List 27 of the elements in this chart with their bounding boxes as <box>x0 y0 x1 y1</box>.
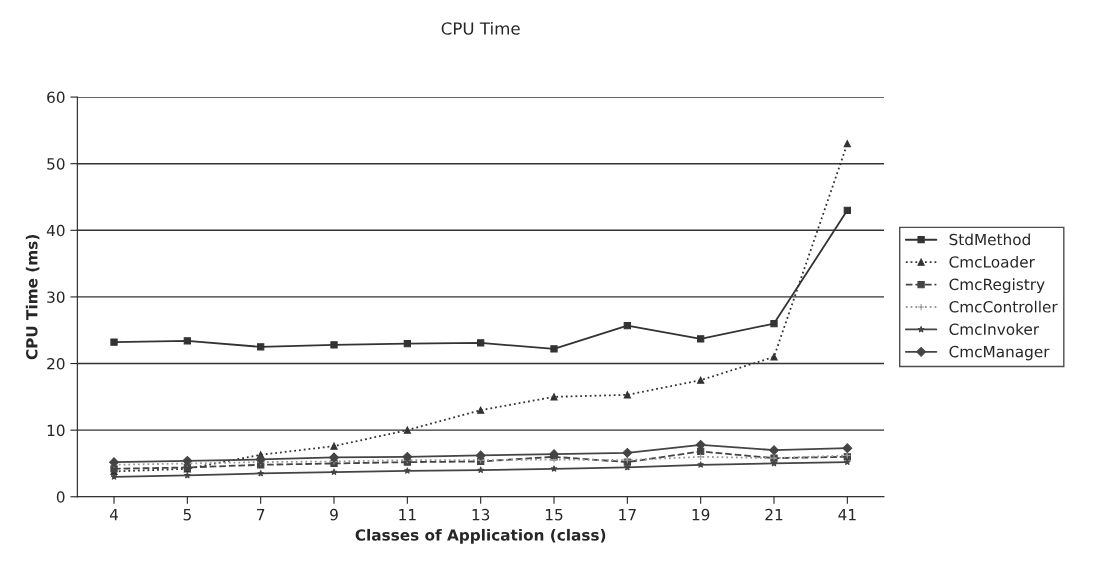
x-tick-label: 21 <box>765 508 783 521</box>
x-tick-label: 19 <box>692 508 710 521</box>
x-tick-label: 41 <box>838 509 856 521</box>
legend-label: CmcManager <box>949 345 1050 361</box>
legend-label: CmcRegistry <box>949 278 1045 294</box>
y-axis-title: CPU Time (ms) <box>25 235 40 360</box>
x-axis-title: Classes of Application (class) <box>355 528 606 544</box>
legend-label: CmcController <box>949 300 1058 313</box>
chart-title: CPU Time <box>441 21 520 35</box>
y-tick-label: 40 <box>46 224 65 237</box>
legend-label: CmcLoader <box>949 255 1035 268</box>
x-tick-label: 7 <box>257 509 265 521</box>
legend-label: CmcInvoker <box>949 323 1040 335</box>
y-tick-label: 20 <box>47 358 65 370</box>
y-tick-label: 0 <box>56 491 65 503</box>
x-tick-label: 5 <box>183 509 191 521</box>
x-tick-label: 4 <box>109 509 119 521</box>
x-tick-label: 9 <box>330 508 338 521</box>
y-tick-label: 60 <box>47 91 65 104</box>
x-tick-label: 17 <box>619 509 636 521</box>
y-tick-label: 50 <box>47 158 65 170</box>
x-tick-label: 15 <box>545 509 563 521</box>
y-tick-label: 10 <box>47 424 65 437</box>
legend-label: StdMethod <box>949 233 1030 246</box>
x-tick-label: 13 <box>472 508 490 521</box>
y-tick-label: 30 <box>47 291 65 303</box>
x-tick-label: 11 <box>399 509 416 521</box>
